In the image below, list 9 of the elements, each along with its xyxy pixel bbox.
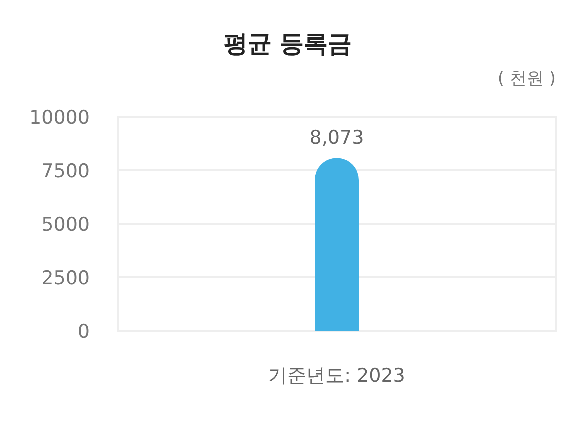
- y-tick-label: 0: [78, 321, 90, 343]
- y-tick-label: 10000: [30, 107, 90, 129]
- x-tick-label: 기준년도: 2023: [268, 365, 406, 387]
- data-label: 8,073: [310, 127, 364, 150]
- y-tick-label: 2500: [42, 268, 90, 290]
- y-tick-label: 5000: [42, 214, 90, 236]
- y-axis-title: ( 천원 ): [498, 69, 556, 89]
- chart-title: 평균 등록금: [224, 30, 352, 58]
- y-tick-label: 7500: [42, 160, 90, 182]
